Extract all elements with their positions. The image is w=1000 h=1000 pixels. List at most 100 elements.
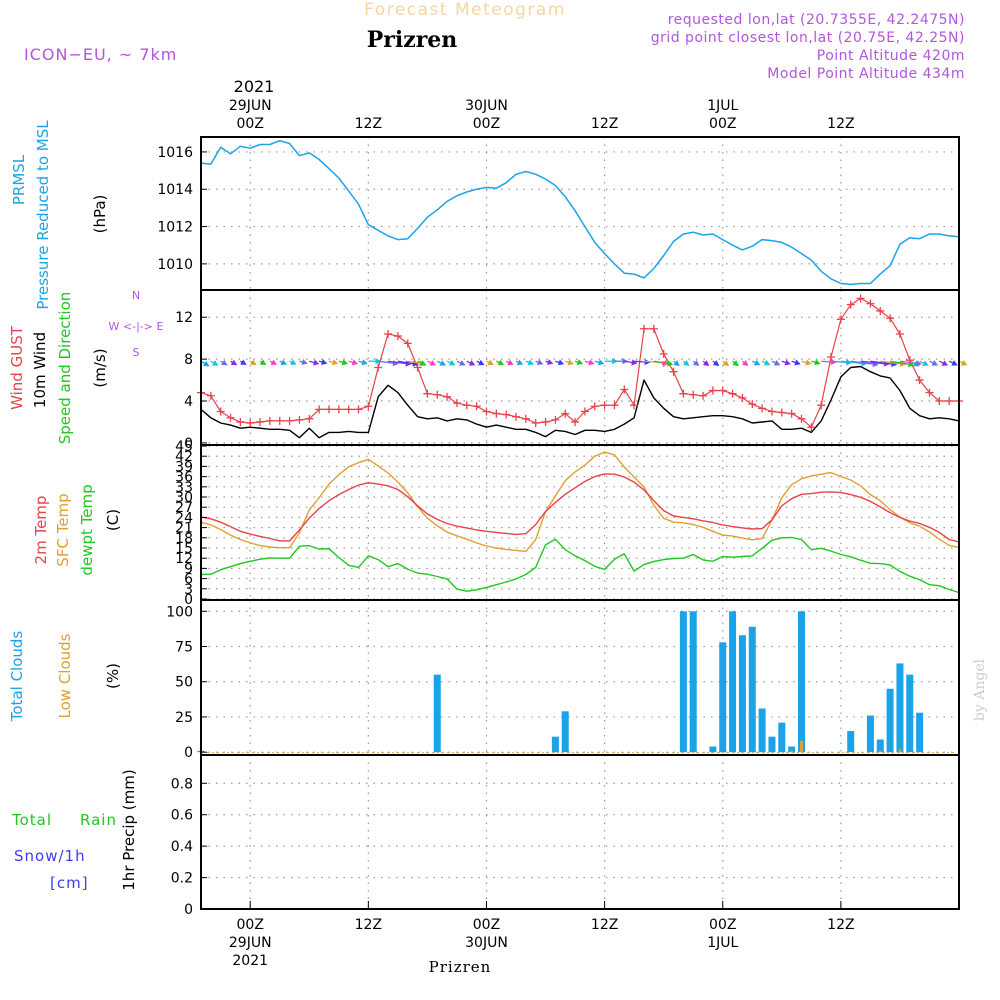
y-tick-label: 0 (184, 745, 193, 761)
wind-direction-arrowhead (814, 359, 821, 366)
gust-marker (423, 389, 432, 398)
wind-direction-arrowhead (794, 359, 801, 366)
wind-direction-arrowhead (240, 359, 247, 365)
gust-marker (206, 391, 215, 400)
total-clouds-bar (866, 715, 874, 753)
gust-marker (659, 349, 668, 358)
gust-marker (295, 415, 304, 424)
wind-direction-arrowhead (290, 359, 297, 365)
compass-south: S (133, 346, 140, 359)
gust-marker (935, 397, 944, 406)
low-clouds-bar (790, 750, 794, 753)
bottom-time-label: 00Z (473, 917, 500, 933)
wind-direction-arrowhead (951, 360, 958, 366)
wind-direction-arrowhead (536, 359, 544, 366)
bottom-time-label: 12Z (827, 917, 854, 933)
wind-direction-arrowhead (576, 359, 584, 366)
total-clouds-bar (729, 611, 737, 753)
wind-direction-arrowhead (588, 359, 595, 366)
y-tick-label: 0.4 (171, 839, 193, 855)
y-tick-label: 0 (184, 902, 193, 918)
total-clouds-bar (788, 746, 796, 753)
gust-marker (571, 417, 580, 426)
y-tick-label: 1012 (157, 220, 193, 236)
gust-marker (482, 407, 491, 416)
ms-unit-label: (m/s) (91, 348, 109, 387)
gust-marker (216, 407, 225, 416)
precip-labels: Total Rain Snow/1h [cm] 1hr Precip (mm) (11, 769, 138, 892)
hpa-unit-label: (hPa) (91, 195, 109, 234)
wind-direction-arrowhead (941, 360, 949, 366)
credit-text: by Angel (972, 658, 988, 721)
wind-direction-arrowhead (805, 359, 812, 366)
top-time-label: 29JUN (229, 98, 272, 114)
gust-marker (521, 414, 530, 423)
gust-marker (580, 407, 589, 416)
gust-marker (728, 389, 737, 398)
top-time-label: 12Z (355, 116, 382, 132)
y-tick-label: 21 (175, 521, 193, 537)
y-tick-label: 12 (175, 551, 193, 567)
bottom-time-label: 12Z (355, 917, 382, 933)
wind-direction-arrowhead (763, 359, 771, 366)
wind-direction-arrowhead (301, 359, 308, 365)
total-clouds-bar (758, 708, 766, 753)
wind-direction-arrowhead (667, 360, 674, 367)
total-clouds-bar (876, 739, 884, 753)
gust-marker (767, 407, 776, 416)
wind-direction-arrowhead (250, 359, 257, 365)
wind-direction-arrowhead (527, 359, 534, 366)
gust-marker (315, 405, 324, 414)
wind-direction-arrowhead (487, 359, 494, 366)
low-clouds-bar (898, 749, 902, 753)
gust-marker (827, 353, 836, 362)
gust-marker (590, 402, 599, 411)
pressure-msl-label: Pressure Reduced to MSL (34, 120, 52, 310)
y-tick-label: 1010 (157, 257, 193, 273)
gust-marker (256, 417, 265, 426)
gust-marker (492, 409, 501, 418)
y-tick-label: 1016 (157, 145, 193, 161)
gust-marker (305, 414, 314, 423)
bottom-time-label: 00Z (237, 917, 264, 933)
total-label: Total (11, 811, 52, 829)
total-clouds-bar (551, 736, 559, 753)
total-clouds-bar (886, 688, 894, 753)
gust-marker (452, 399, 461, 408)
y-tick-label: 27 (175, 500, 193, 516)
gust-marker (915, 376, 924, 385)
y-tick-label: 12 (175, 310, 193, 326)
y-tick-label: 0.6 (171, 808, 193, 824)
wind-labels: Wind GUST 10m Wind Speed and Direction (… (8, 289, 163, 444)
gust-marker (699, 391, 708, 400)
pressure-line (200, 139, 960, 286)
wind-direction-arrowhead (497, 359, 505, 366)
top-year: 2021 (234, 77, 275, 96)
top-time-label: 00Z (237, 116, 264, 132)
wind10m-label: 10m Wind (31, 332, 49, 408)
y-tick-label: 36 (175, 470, 193, 486)
top-time-label: 1JUL (707, 98, 738, 114)
speed-dir-label: Speed and Direction (56, 292, 74, 445)
point-altitude: Point Altitude 420m (817, 48, 965, 64)
wind-direction-arrowhead (448, 359, 456, 366)
compass-north: N (132, 289, 140, 302)
wind-direction-arrowhead (439, 360, 446, 366)
gust-marker (620, 385, 629, 394)
wind-direction-arrowhead (753, 359, 761, 366)
wind-direction-arrowhead (468, 360, 476, 366)
y-tick-label: 24 (175, 510, 193, 526)
y-tick-label: 15 (175, 541, 193, 557)
gust-marker (649, 324, 658, 333)
wind-direction-arrowhead (341, 359, 349, 366)
sfc-temp-line (200, 451, 960, 553)
wind-direction-arrowhead (516, 359, 524, 365)
gust-marker (472, 402, 481, 411)
wind-direction-arrowhead (546, 359, 554, 365)
pressure-labels: PRMSL Pressure Reduced to MSL (hPa) (10, 120, 109, 310)
gridlines (201, 137, 959, 910)
gust-marker (324, 405, 333, 414)
snow-label: Snow/1h (14, 847, 86, 865)
gust-marker (512, 412, 521, 421)
